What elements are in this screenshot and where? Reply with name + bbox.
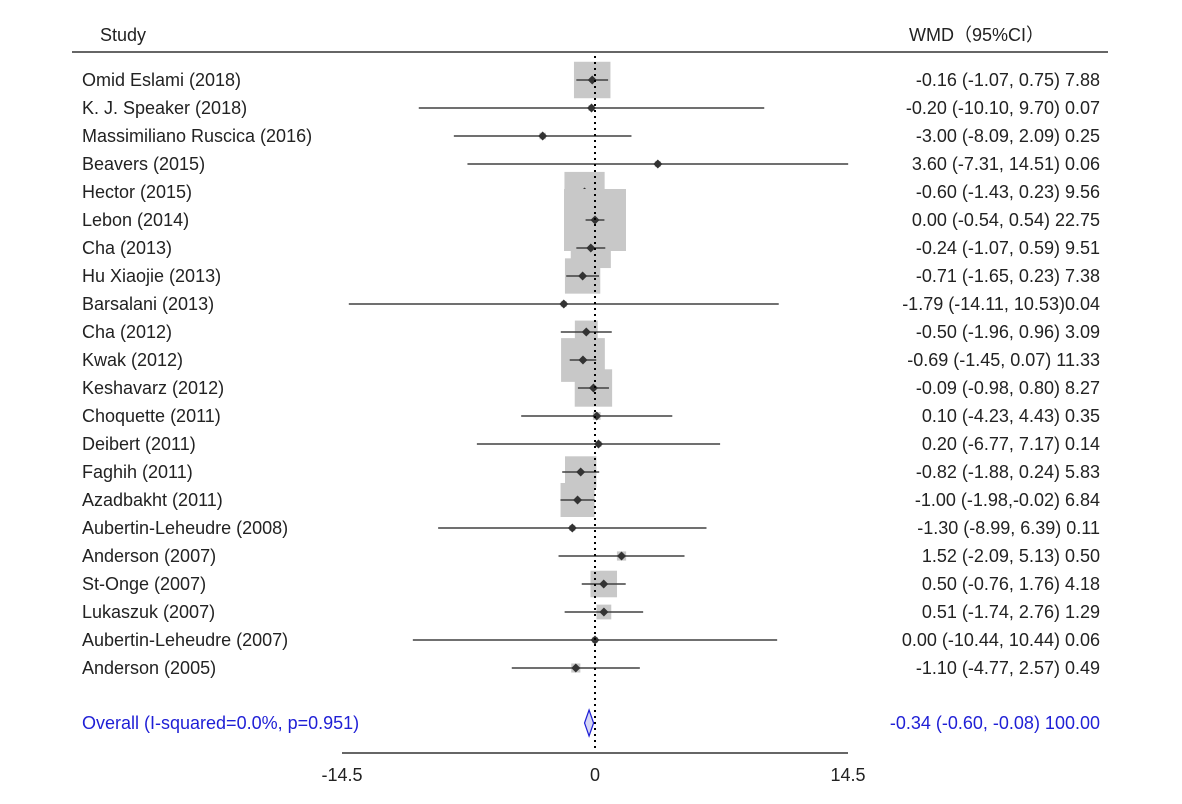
study-column-header: Study: [100, 25, 146, 45]
point-estimate-marker: [571, 663, 581, 673]
study-label: Massimiliano Ruscica (2016): [82, 126, 312, 146]
study-label: Barsalani (2013): [82, 294, 214, 314]
study-row: Azadbakht (2011) -1.00 (-1.98,-0.02) 6.84: [82, 483, 1100, 517]
study-label: Hu Xiaojie (2013): [82, 266, 221, 286]
study-row: Deibert (2011) 0.20 (-6.77, 7.17) 0.14: [82, 434, 1100, 454]
study-row: Choquette (2011) 0.10 (-4.23, 4.43) 0.35: [82, 406, 1100, 426]
effect-estimate-text: -0.09 (-0.98, 0.80) 8.27: [916, 378, 1100, 398]
study-row: Aubertin-Leheudre (2008) -1.30 (-8.99, 6.…: [82, 518, 1100, 538]
point-estimate-marker: [593, 439, 603, 449]
study-row: Massimiliano Ruscica (2016) -3.00 (-8.09,…: [82, 126, 1100, 146]
study-row: Lukaszuk (2007) 0.51 (-1.74, 2.76) 1.29: [82, 602, 1100, 622]
effect-estimate-text: -1.30 (-8.99, 6.39) 0.11: [917, 518, 1100, 538]
effect-column-header: WMD（95%CI）: [909, 25, 1044, 45]
study-label: Lebon (2014): [82, 210, 189, 230]
effect-estimate-text: 0.00 (-0.54, 0.54) 22.75: [912, 210, 1100, 230]
point-estimate-marker: [617, 551, 627, 561]
point-estimate-marker: [559, 299, 569, 309]
study-label: Keshavarz (2012): [82, 378, 224, 398]
study-row: Anderson (2007) 1.52 (-2.09, 5.13) 0.50: [82, 546, 1100, 566]
study-rows: Omid Eslami (2018) -0.16 (-1.07, 0.75) 7.…: [82, 61, 1100, 678]
study-row: Faghih (2011) -0.82 (-1.88, 0.24) 5.83: [82, 456, 1100, 488]
point-estimate-marker: [578, 271, 588, 281]
point-estimate-marker: [599, 579, 609, 589]
effect-estimate-text: -1.10 (-4.77, 2.57) 0.49: [916, 658, 1100, 678]
point-estimate-marker: [592, 411, 602, 421]
effect-estimate-text: -0.16 (-1.07, 0.75) 7.88: [916, 70, 1100, 90]
effect-estimate-text: 3.60 (-7.31, 14.51) 0.06: [912, 154, 1100, 174]
study-label: Aubertin-Leheudre (2007): [82, 630, 288, 650]
effect-estimate-text: -0.60 (-1.43, 0.23) 9.56: [916, 182, 1100, 202]
study-label: Deibert (2011): [82, 434, 196, 454]
study-label: St-Onge (2007): [82, 574, 206, 594]
study-row: K. J. Speaker (2018) -0.20 (-10.10, 9.70)…: [82, 98, 1100, 118]
study-row: Aubertin-Leheudre (2007) 0.00 (-10.44, 10…: [82, 630, 1100, 650]
point-estimate-marker: [586, 243, 596, 253]
effect-estimate-text: 0.50 (-0.76, 1.76) 4.18: [922, 574, 1100, 594]
effect-estimate-text: -0.69 (-1.45, 0.07) 11.33: [907, 350, 1100, 370]
effect-estimate-text: 0.20 (-6.77, 7.17) 0.14: [922, 434, 1100, 454]
effect-estimate-text: 0.51 (-1.74, 2.76) 1.29: [922, 602, 1100, 622]
point-estimate-marker: [581, 327, 591, 337]
study-row: Anderson (2005) -1.10 (-4.77, 2.57) 0.49: [82, 658, 1100, 678]
point-estimate-marker: [653, 159, 663, 169]
study-row: Omid Eslami (2018) -0.16 (-1.07, 0.75) 7.…: [82, 61, 1100, 99]
study-label: Anderson (2007): [82, 546, 216, 566]
study-label: Omid Eslami (2018): [82, 70, 241, 90]
study-label: Aubertin-Leheudre (2008): [82, 518, 288, 538]
study-row: Keshavarz (2012) -0.09 (-0.98, 0.80) 8.27: [82, 369, 1100, 407]
overall-diamond: [583, 708, 595, 738]
effect-estimate-text: -0.20 (-10.10, 9.70) 0.07: [906, 98, 1100, 118]
overall-row: Overall (I-squared=0.0%, p=0.951) -0.34 (…: [82, 708, 1100, 738]
x-tick-label: 14.5: [830, 765, 865, 785]
point-estimate-marker: [578, 355, 588, 365]
effect-estimate-text: -3.00 (-8.09, 2.09) 0.25: [916, 126, 1100, 146]
study-row: Beavers (2015) 3.60 (-7.31, 14.51) 0.06: [82, 154, 1100, 174]
effect-estimate-text: -0.24 (-1.07, 0.59) 9.51: [916, 238, 1100, 258]
overall-label: Overall (I-squared=0.0%, p=0.951): [82, 713, 359, 733]
overall-effect-text: -0.34 (-0.60, -0.08) 100.00: [890, 713, 1100, 733]
point-estimate-marker: [573, 495, 583, 505]
study-label: Choquette (2011): [82, 406, 221, 426]
point-estimate-marker: [538, 131, 548, 141]
point-estimate-marker: [587, 103, 597, 113]
point-estimate-marker: [587, 75, 597, 85]
study-row: Cha (2012) -0.50 (-1.96, 0.96) 3.09: [82, 320, 1100, 344]
study-label: Kwak (2012): [82, 350, 183, 370]
effect-estimate-text: -0.82 (-1.88, 0.24) 5.83: [916, 462, 1100, 482]
study-label: Faghih (2011): [82, 462, 193, 482]
effect-estimate-text: -0.50 (-1.96, 0.96) 3.09: [916, 322, 1100, 342]
study-label: K. J. Speaker (2018): [82, 98, 247, 118]
effect-estimate-text: -1.79 (-14.11, 10.53)0.04: [902, 294, 1100, 314]
effect-estimate-text: 1.52 (-2.09, 5.13) 0.50: [922, 546, 1100, 566]
effect-estimate-text: 0.10 (-4.23, 4.43) 0.35: [922, 406, 1100, 426]
study-label: Cha (2012): [82, 322, 172, 342]
study-row: Barsalani (2013) -1.79 (-14.11, 10.53)0.0…: [82, 294, 1100, 314]
x-axis: -14.5 0 14.5: [321, 752, 866, 785]
effect-estimate-text: -0.71 (-1.65, 0.23) 7.38: [916, 266, 1100, 286]
point-estimate-marker: [599, 607, 609, 617]
study-label: Beavers (2015): [82, 154, 205, 174]
x-tick-label: 0: [590, 765, 600, 785]
study-label: Azadbakht (2011): [82, 490, 223, 510]
study-row: Cha (2013) -0.24 (-1.07, 0.59) 9.51: [82, 227, 1100, 269]
study-label: Lukaszuk (2007): [82, 602, 215, 622]
study-label: Hector (2015): [82, 182, 192, 202]
effect-estimate-text: 0.00 (-10.44, 10.44) 0.06: [902, 630, 1100, 650]
point-estimate-marker: [588, 383, 598, 393]
point-estimate-marker: [567, 523, 577, 533]
x-tick-label: -14.5: [321, 765, 362, 785]
point-estimate-marker: [576, 467, 586, 477]
study-label: Cha (2013): [82, 238, 172, 258]
study-label: Anderson (2005): [82, 658, 216, 678]
study-row: Hu Xiaojie (2013) -0.71 (-1.65, 0.23) 7.3…: [82, 258, 1100, 294]
study-row: St-Onge (2007) 0.50 (-0.76, 1.76) 4.18: [82, 570, 1100, 598]
effect-estimate-text: -1.00 (-1.98,-0.02) 6.84: [915, 490, 1100, 510]
